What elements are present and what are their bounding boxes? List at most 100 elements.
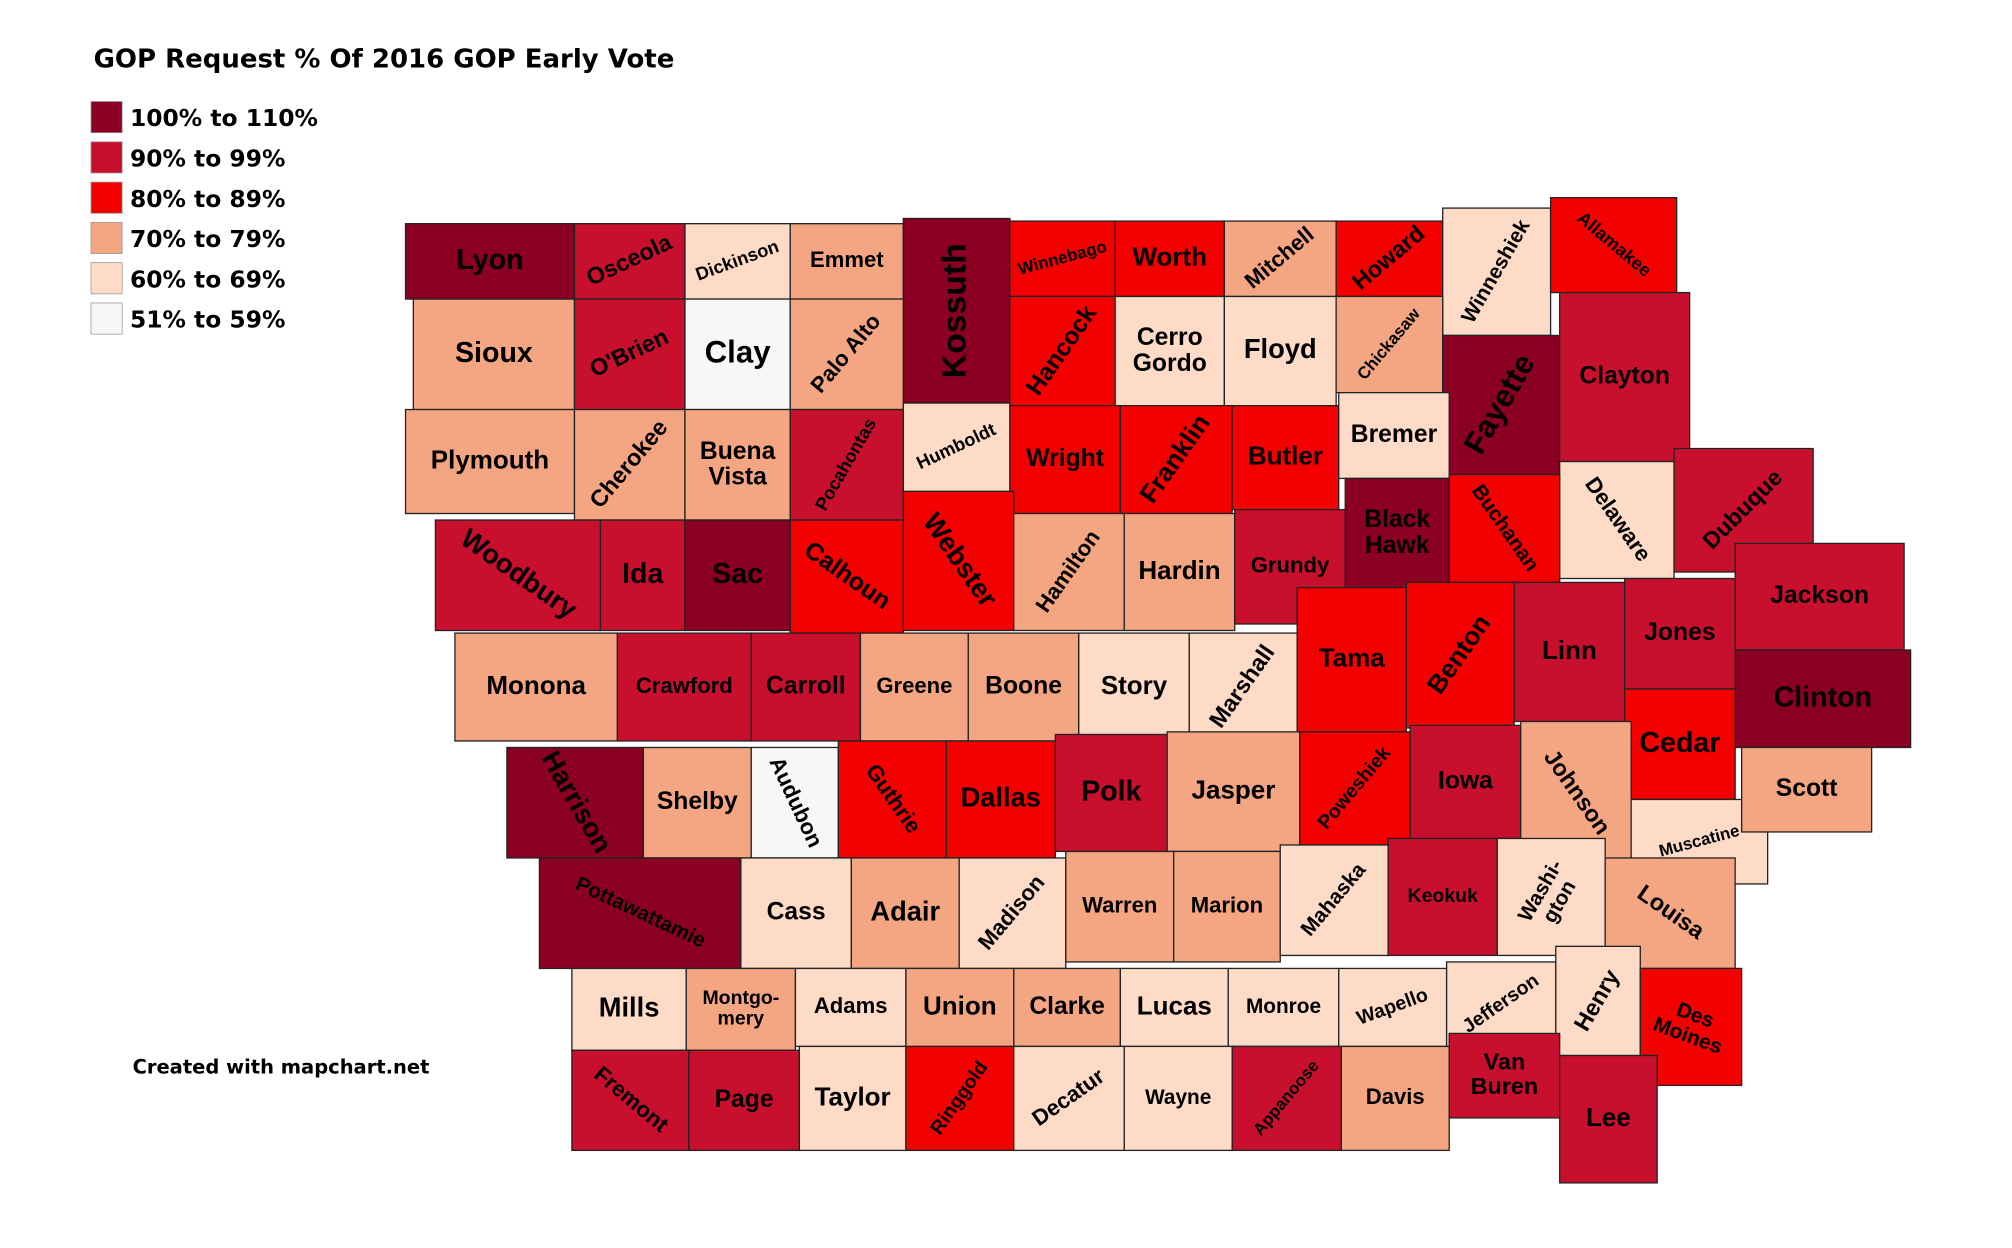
county bbox=[1009, 404, 1122, 515]
county-label: Jasper bbox=[1192, 775, 1276, 805]
county bbox=[1009, 295, 1116, 407]
county bbox=[1496, 837, 1606, 957]
county-label: Bremer bbox=[1351, 421, 1438, 448]
county bbox=[859, 632, 969, 742]
county bbox=[573, 223, 686, 300]
county-label: Adair bbox=[870, 895, 940, 926]
county bbox=[684, 223, 791, 300]
county bbox=[1299, 731, 1411, 846]
county bbox=[750, 746, 839, 859]
county-label: Butler bbox=[1248, 440, 1323, 470]
county bbox=[1173, 850, 1281, 963]
legend-label: 51% to 59% bbox=[130, 306, 285, 334]
county-label: Clinton bbox=[1774, 681, 1872, 713]
county bbox=[412, 298, 576, 411]
county-label: Linn bbox=[1542, 635, 1597, 665]
county-label: Polk bbox=[1081, 776, 1141, 808]
county-label: Shelby bbox=[657, 788, 738, 815]
county bbox=[967, 632, 1080, 742]
county bbox=[1013, 967, 1122, 1048]
county bbox=[750, 632, 862, 742]
county-label: Crawford bbox=[636, 673, 733, 698]
county-label: Carroll bbox=[766, 673, 846, 700]
legend-label: 90% to 99% bbox=[130, 144, 285, 172]
county-label: Sioux bbox=[455, 337, 533, 369]
legend-label: 60% to 69% bbox=[130, 265, 285, 293]
county-label: Lucas bbox=[1137, 990, 1212, 1020]
county bbox=[616, 632, 752, 742]
county bbox=[1013, 512, 1125, 632]
legend-swatch bbox=[90, 262, 123, 295]
county bbox=[1119, 967, 1229, 1048]
county-label: Clayton bbox=[1579, 363, 1670, 390]
county bbox=[1338, 391, 1450, 480]
county bbox=[454, 632, 619, 742]
county-label: Van Buren bbox=[1471, 1049, 1539, 1100]
county bbox=[1335, 295, 1444, 394]
county bbox=[902, 490, 1015, 632]
county bbox=[684, 298, 791, 411]
legend: 100% to 110% 90% to 99% 80% to 89% 70% to 7… bbox=[90, 101, 318, 335]
county-label: DesMoines bbox=[1650, 993, 1733, 1060]
county-label: Monroe bbox=[1246, 995, 1321, 1018]
county bbox=[1555, 945, 1641, 1057]
county bbox=[1227, 967, 1340, 1048]
county bbox=[1223, 295, 1337, 407]
county bbox=[1009, 220, 1116, 298]
county-label: Worth bbox=[1132, 242, 1207, 272]
county bbox=[404, 223, 576, 300]
county bbox=[1065, 850, 1175, 963]
county bbox=[1442, 207, 1552, 337]
county bbox=[538, 857, 742, 970]
county bbox=[789, 408, 904, 521]
county bbox=[1405, 581, 1515, 729]
county-label: Story bbox=[1101, 670, 1168, 700]
county-label: Adams bbox=[814, 993, 888, 1018]
county bbox=[1559, 460, 1675, 580]
counties: Lyon Osceola Dickinson Emmet Kossuth Winnebag… bbox=[404, 197, 1912, 1184]
legend-swatch bbox=[90, 101, 123, 134]
county bbox=[1741, 746, 1873, 833]
county-label: Taylor bbox=[815, 1081, 891, 1111]
county-label: Warren bbox=[1082, 893, 1157, 918]
county-label: Emmet bbox=[810, 247, 884, 272]
county-label: Clarke bbox=[1029, 993, 1104, 1020]
county bbox=[1013, 1045, 1125, 1152]
county-label: Plymouth bbox=[431, 444, 549, 474]
county bbox=[1123, 1045, 1233, 1152]
county bbox=[740, 857, 852, 970]
county-label: Monona bbox=[486, 670, 586, 700]
county-label: Lee bbox=[1586, 1102, 1631, 1132]
county-label: Floyd bbox=[1244, 333, 1317, 364]
county bbox=[1114, 295, 1226, 407]
county bbox=[1448, 473, 1561, 584]
county-label: Grundy bbox=[1251, 553, 1330, 578]
county-label: Cerro Gordo bbox=[1133, 324, 1207, 377]
county bbox=[1559, 291, 1691, 463]
county-label: Jones bbox=[1644, 619, 1715, 646]
county-label: Scott bbox=[1776, 775, 1838, 802]
credit: Created with mapchart.net bbox=[133, 1056, 430, 1079]
county-label: Iowa bbox=[1438, 767, 1493, 794]
county bbox=[1231, 404, 1340, 511]
county-label: Sac bbox=[712, 558, 763, 590]
county bbox=[1296, 586, 1407, 733]
county bbox=[599, 519, 686, 632]
county bbox=[404, 408, 576, 515]
county-label: Ida bbox=[622, 558, 664, 590]
county bbox=[789, 519, 904, 634]
county bbox=[1513, 581, 1626, 723]
county bbox=[1223, 220, 1337, 298]
county-label: Page bbox=[715, 1086, 774, 1113]
county-label: Greene bbox=[876, 673, 952, 698]
county bbox=[1231, 1045, 1342, 1152]
county bbox=[958, 857, 1067, 970]
county bbox=[1734, 649, 1912, 749]
county-label: Cass bbox=[767, 899, 826, 926]
county bbox=[688, 1049, 800, 1152]
county-label: Cedar bbox=[1639, 727, 1720, 759]
county bbox=[1123, 512, 1236, 632]
county bbox=[902, 217, 1011, 404]
county bbox=[571, 967, 687, 1051]
county bbox=[1559, 1054, 1658, 1184]
